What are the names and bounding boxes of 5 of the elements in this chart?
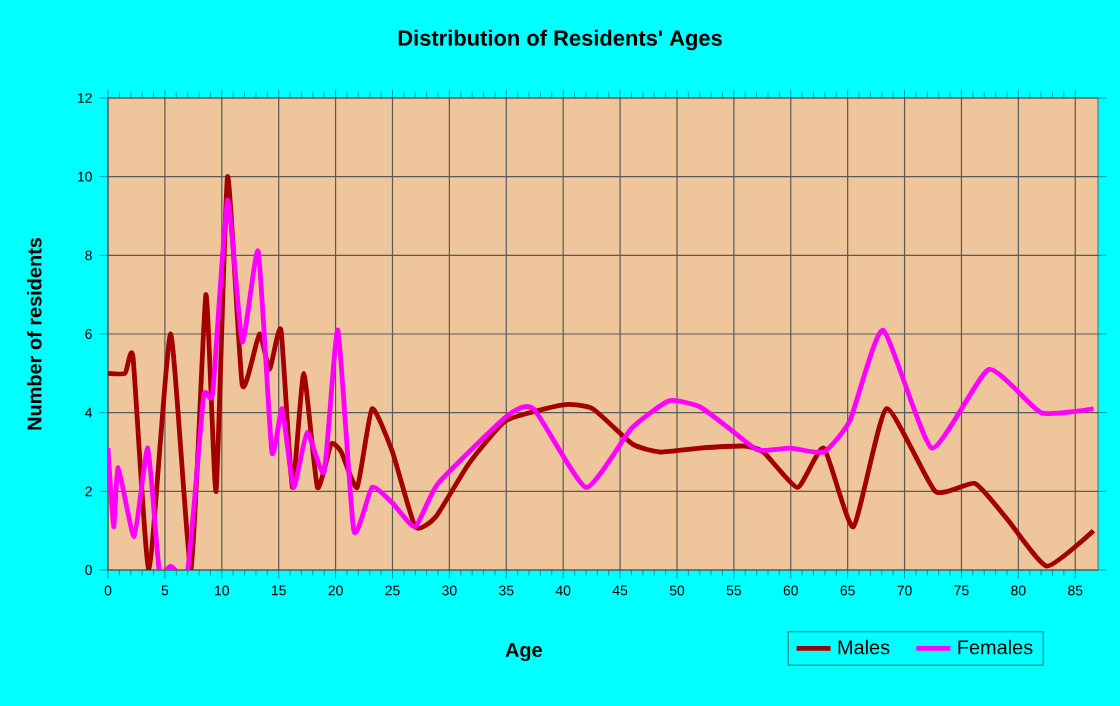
legend-label: Females: [958, 639, 1033, 655]
legend-label: Males: [838, 639, 890, 655]
x-axis-title: Age: [505, 643, 542, 662]
chart-title: Distribution of Residents' Ages: [398, 29, 722, 51]
y-axis-title: Number of residents: [26, 237, 42, 430]
